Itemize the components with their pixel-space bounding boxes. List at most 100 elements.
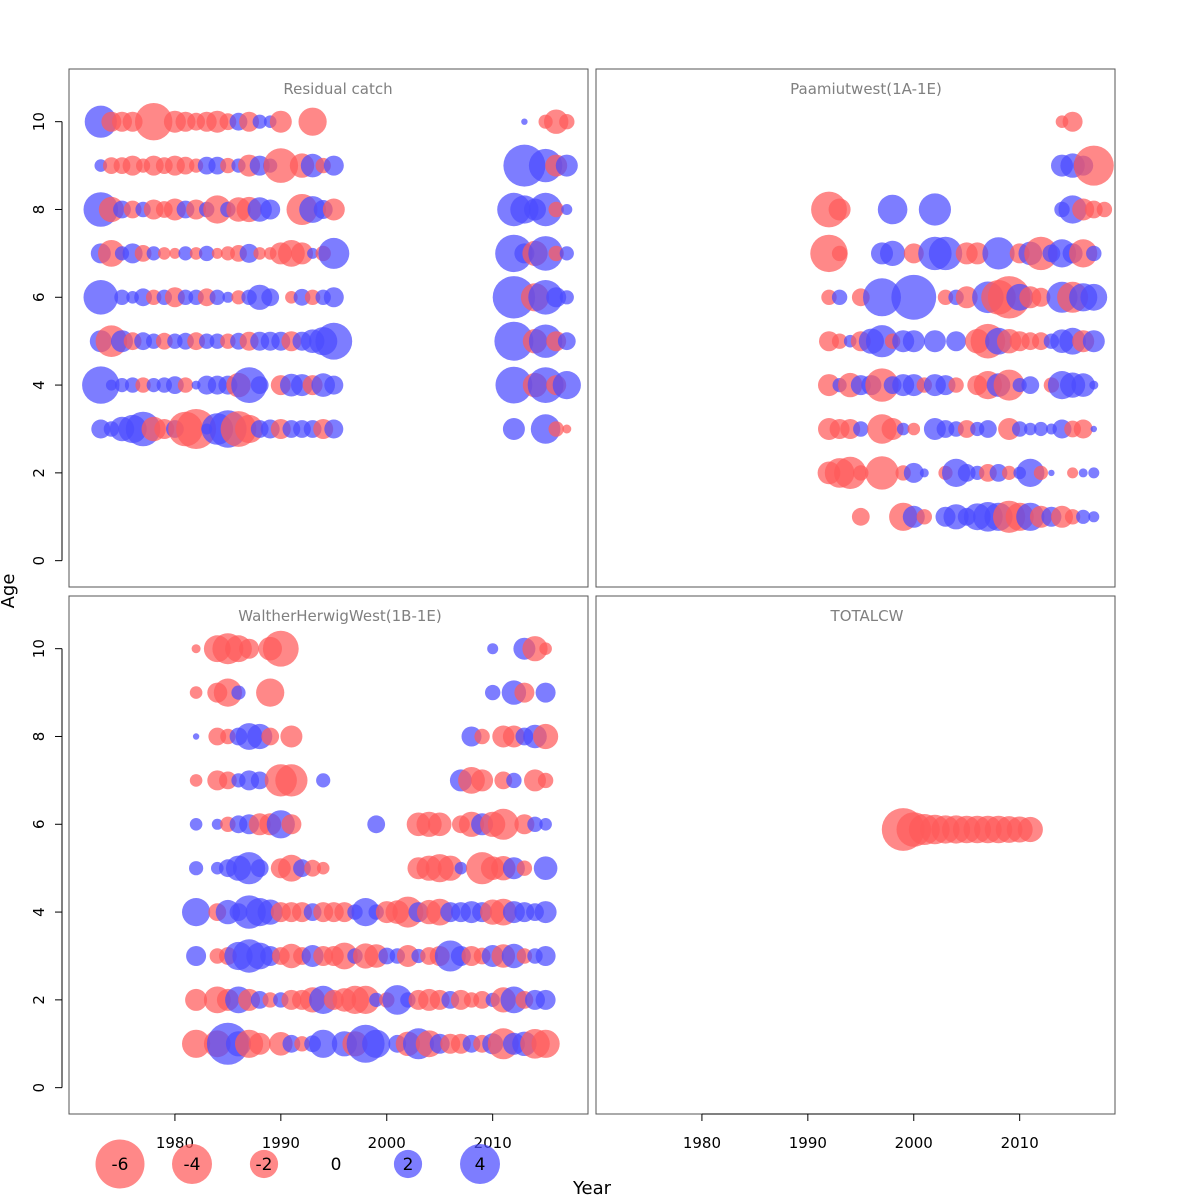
positive-residual-bubble: [535, 989, 556, 1010]
negative-residual-bubble: [185, 988, 208, 1011]
y-axis-top: 0 2 4 6 8 10: [30, 112, 63, 566]
negative-residual-bubble: [548, 245, 564, 262]
negative-residual-bubble: [1002, 465, 1017, 480]
positive-residual-bubble: [1086, 245, 1102, 262]
positive-residual-bubble: [250, 859, 269, 878]
positive-residual-bubble: [178, 246, 193, 261]
positive-residual-bubble: [309, 1029, 338, 1058]
negative-residual-bubble: [203, 195, 232, 224]
positive-residual-bubble: [177, 289, 194, 305]
size-legend: -6 -4 -2 0 2 4: [95, 1139, 500, 1189]
positive-residual-bubble: [533, 856, 558, 880]
positive-residual-bubble: [199, 333, 215, 349]
positive-residual-bubble: [1089, 380, 1099, 390]
positive-residual-bubble: [535, 682, 556, 703]
positive-residual-bubble: [324, 419, 344, 439]
positive-residual-bubble: [186, 946, 207, 966]
positive-residual-bubble: [559, 290, 574, 305]
positive-residual-bubble: [222, 291, 234, 303]
positive-residual-bubble: [989, 464, 1008, 482]
positive-residual-bubble: [528, 236, 563, 271]
y-axis-bottom: 0 2 4 6 8 10: [30, 639, 63, 1092]
negative-residual-bubble: [834, 456, 867, 489]
negative-residual-bubble: [135, 103, 173, 141]
positive-residual-bubble: [521, 118, 528, 125]
legend-label: 2: [403, 1155, 414, 1175]
positive-residual-bubble: [362, 1029, 391, 1058]
positive-residual-bubble: [1016, 458, 1045, 487]
positive-residual-bubble: [557, 332, 576, 351]
legend-label: -6: [112, 1155, 129, 1175]
positive-residual-bubble: [853, 421, 869, 437]
negative-residual-bubble: [231, 290, 246, 305]
negative-residual-bubble: [191, 644, 201, 654]
x-tick-label: 2000: [895, 1134, 933, 1152]
negative-residual-bubble: [239, 111, 260, 132]
positive-residual-bubble: [918, 193, 952, 226]
negative-residual-bubble: [471, 769, 494, 792]
negative-residual-bubble: [211, 247, 223, 259]
positive-residual-bubble: [982, 237, 1015, 270]
positive-residual-bubble: [919, 468, 929, 478]
positive-residual-bubble: [323, 155, 344, 176]
legend-bubble: [95, 1139, 145, 1189]
negative-residual-bubble: [548, 201, 564, 218]
positive-residual-bubble: [528, 192, 563, 227]
positive-residual-bubble: [114, 378, 130, 393]
positive-residual-bubble: [1090, 425, 1098, 433]
positive-residual-bubble: [1088, 511, 1100, 523]
panel-residual-catch: Residual catch: [68, 68, 589, 588]
negative-residual-bubble: [280, 725, 303, 748]
positive-residual-bubble: [83, 280, 119, 315]
positive-residual-bubble: [307, 247, 319, 259]
y-tick-label: 8: [30, 205, 48, 215]
positive-residual-bubble: [561, 204, 573, 215]
x-tick-label: 2010: [1001, 1134, 1039, 1152]
panel-totalcw: TOTALCW: [595, 595, 1116, 1115]
negative-residual-bubble: [522, 636, 548, 662]
positive-residual-bubble: [146, 378, 161, 393]
negative-residual-bubble: [134, 245, 152, 262]
negative-residual-bubble: [304, 289, 321, 305]
positive-residual-bubble: [192, 733, 200, 740]
positive-residual-bubble: [495, 366, 533, 404]
positive-residual-bubble: [552, 371, 581, 400]
negative-residual-bubble: [1033, 465, 1048, 480]
negative-residual-bubble: [263, 148, 299, 183]
positive-residual-bubble: [1048, 469, 1055, 477]
bubble-layer: [182, 630, 560, 1065]
positive-residual-bubble: [260, 199, 281, 220]
x-tick-label: 2000: [368, 1134, 406, 1152]
positive-residual-bubble: [530, 414, 561, 444]
negative-residual-bubble: [298, 107, 327, 136]
positive-residual-bubble: [1021, 376, 1040, 394]
positive-residual-bubble: [1078, 468, 1088, 478]
y-tick-label: 4: [30, 907, 48, 917]
negative-residual-bubble: [219, 771, 237, 790]
negative-residual-bubble: [239, 638, 260, 659]
negative-residual-bubble: [818, 374, 840, 397]
positive-residual-bubble: [199, 245, 215, 262]
negative-residual-bubble: [810, 234, 848, 273]
panel-frame: [595, 68, 1116, 588]
negative-residual-bubble: [907, 422, 921, 436]
negative-residual-bubble: [993, 369, 1025, 401]
panel-title: Residual catch: [283, 80, 392, 98]
negative-residual-bubble: [1017, 816, 1043, 843]
panel-paamiutwest: Paamiutwest(1A-1E): [595, 68, 1116, 588]
y-tick-label: 6: [30, 819, 48, 829]
negative-residual-bubble: [189, 774, 203, 787]
negative-residual-bubble: [316, 861, 330, 875]
negative-residual-bubble: [487, 808, 519, 840]
positive-residual-bubble: [146, 246, 161, 261]
negative-residual-bubble: [516, 948, 533, 964]
positive-residual-bubble: [231, 685, 246, 700]
y-tick-label: 0: [30, 556, 48, 566]
panel-title: WaltherHerwigWest(1B-1E): [238, 607, 442, 625]
negative-residual-bubble: [275, 764, 308, 797]
positive-residual-bubble: [902, 330, 925, 353]
positive-residual-bubble: [318, 237, 350, 269]
positive-residual-bubble: [382, 985, 413, 1015]
bubble-layer: [810, 111, 1114, 533]
negative-residual-bubble: [437, 855, 463, 881]
